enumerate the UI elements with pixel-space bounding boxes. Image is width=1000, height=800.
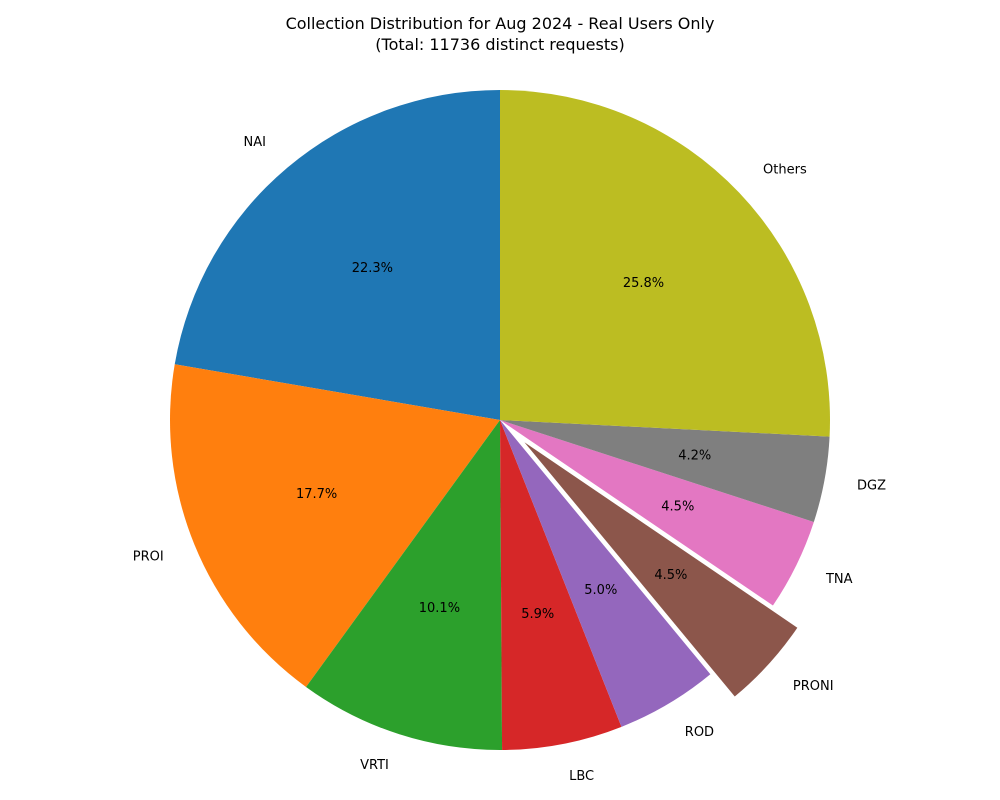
pie-slice-dgz xyxy=(500,420,830,522)
pie-slice-rod xyxy=(500,420,711,727)
slice-label-dgz: DGZ xyxy=(857,478,886,493)
slice-label-others: Others xyxy=(763,162,807,177)
slice-label-lbc: LBC xyxy=(569,769,594,784)
slice-percent-lbc: 5.9% xyxy=(521,607,554,622)
pie-slice-lbc xyxy=(500,420,622,750)
slice-label-proi: PROI xyxy=(133,549,164,564)
slice-percent-proi: 17.7% xyxy=(296,487,337,502)
slice-percent-others: 25.8% xyxy=(623,276,664,291)
chart-title: Collection Distribution for Aug 2024 - R… xyxy=(286,14,715,33)
pie-slice-nai xyxy=(174,90,500,420)
pie-slice-proni xyxy=(524,442,798,697)
pie-slice-tna xyxy=(500,420,814,606)
pie-slices xyxy=(170,90,830,750)
slice-label-rod: ROD xyxy=(685,725,714,740)
slice-percent-proni: 4.5% xyxy=(654,568,687,583)
slice-label-vrti: VRTI xyxy=(360,758,389,773)
pie-slice-others xyxy=(500,90,830,437)
slice-percent-dgz: 4.2% xyxy=(678,448,711,463)
slice-percent-vrti: 10.1% xyxy=(419,601,460,616)
chart-subtitle: (Total: 11736 distinct requests) xyxy=(375,35,624,54)
pie-slice-vrti xyxy=(306,420,503,750)
slice-label-tna: TNA xyxy=(825,572,853,587)
slice-label-nai: NAI xyxy=(244,135,266,150)
slice-percent-rod: 5.0% xyxy=(584,583,617,598)
slice-percent-tna: 4.5% xyxy=(661,500,694,515)
slice-percent-nai: 22.3% xyxy=(352,261,393,276)
pie-labels: NAI 22.3% PROI 17.7% VRTI 10.1% LBC 5.9% ROD 5.0%… xyxy=(133,135,886,784)
slice-label-proni: PRONI xyxy=(793,679,834,694)
pie-slice-proi xyxy=(170,364,501,687)
